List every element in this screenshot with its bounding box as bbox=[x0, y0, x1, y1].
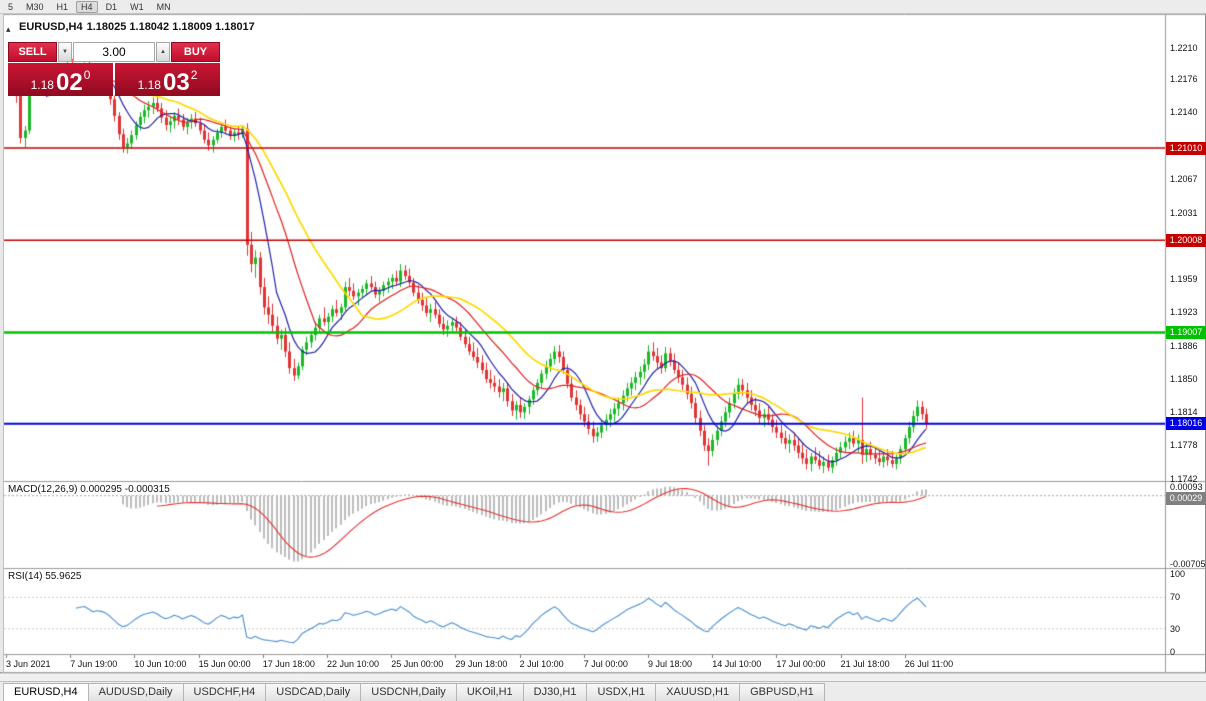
sell-price-prefix: 1.18 bbox=[30, 77, 54, 92]
window-left-frame bbox=[0, 14, 4, 672]
buy-button[interactable]: BUY bbox=[171, 42, 220, 62]
chart-tab-usdcad[interactable]: USDCAD,Daily bbox=[265, 683, 362, 701]
macd-indicator-title: MACD(12,26,9) 0.000295 -0.000315 bbox=[8, 484, 170, 495]
sell-price-display[interactable]: 1.18 02 0 bbox=[8, 63, 113, 96]
timeframe-button-w1[interactable]: W1 bbox=[130, 1, 144, 12]
chart-tab-usdchf[interactable]: USDCHF,H4 bbox=[182, 683, 267, 701]
time-axis-label: 25 Jun 00:00 bbox=[391, 659, 444, 669]
price-level-badge-resistance-2: 1.20008 bbox=[1166, 233, 1206, 247]
spin-down-icon: ▼ bbox=[62, 49, 68, 55]
time-axis-label: 17 Jul 00:00 bbox=[776, 659, 826, 669]
spin-up-icon: ▲ bbox=[160, 49, 166, 55]
rsi-scale-label: 30 bbox=[1170, 623, 1181, 634]
sell-price-big: 02 bbox=[55, 68, 83, 96]
time-axis-label: 22 Jun 10:00 bbox=[327, 659, 380, 669]
chart-tab-audusd[interactable]: AUDUSD,Daily bbox=[87, 683, 184, 701]
price-axis-label: 1.1778 bbox=[1170, 440, 1198, 451]
time-axis-label: 21 Jul 18:00 bbox=[840, 659, 890, 669]
macd-scale-max-label: 0.00093 bbox=[1170, 481, 1203, 492]
chart-tab-usdcnh[interactable]: USDCNH,Daily bbox=[360, 683, 457, 701]
timeframe-button-5[interactable]: 5 bbox=[8, 1, 14, 12]
horizontal-scrollbar[interactable] bbox=[0, 673, 1206, 681]
chart-tab-usdx[interactable]: USDX,H1 bbox=[586, 683, 657, 701]
chart-tab-eurusd[interactable]: EURUSD,H4 bbox=[3, 683, 89, 701]
rsi-scale-label: 70 bbox=[1170, 592, 1181, 603]
price-axis-label: 1.2210 bbox=[1170, 42, 1198, 53]
macd-value-badge: 0.00029 bbox=[1166, 491, 1206, 505]
buy-price-sup: 2 bbox=[190, 68, 198, 82]
time-axis-label: 26 Jul 11:00 bbox=[904, 659, 954, 669]
volume-decrease-button[interactable]: ▼ bbox=[58, 42, 72, 62]
time-axis-label: 15 Jun 00:00 bbox=[198, 659, 251, 669]
chart-tab-gbpusd[interactable]: GBPUSD,H1 bbox=[739, 683, 825, 701]
price-axis-label: 1.2140 bbox=[1170, 107, 1198, 118]
price-axis-label: 1.1923 bbox=[1170, 306, 1198, 317]
rsi-scale-label: 0 bbox=[1170, 647, 1176, 657]
timeframe-button-m30[interactable]: M30 bbox=[26, 1, 44, 12]
timeframe-button-h4[interactable]: H4 bbox=[76, 0, 98, 13]
ohlc-values: 1.18025 1.18042 1.18009 1.18017 bbox=[86, 21, 255, 33]
time-axis-label: 2 Jul 10:00 bbox=[519, 659, 564, 669]
chart-tab-bar: EURUSD,H4 AUDUSD,Daily USDCHF,H4 USDCAD,Dai… bbox=[0, 681, 1206, 701]
sell-button[interactable]: SELL bbox=[8, 42, 57, 62]
time-axis-label: 14 Jul 10:00 bbox=[712, 659, 762, 669]
rsi-indicator-title: RSI(14) 55.9625 bbox=[8, 571, 82, 582]
time-axis-label: 17 Jun 18:00 bbox=[262, 659, 315, 669]
volume-increase-button[interactable]: ▲ bbox=[156, 42, 170, 62]
buy-price-prefix: 1.18 bbox=[137, 77, 161, 92]
price-axis-label: 1.1959 bbox=[1170, 273, 1198, 284]
time-axis-label: 29 Jun 18:00 bbox=[455, 659, 508, 669]
sell-price-sup: 0 bbox=[83, 68, 91, 82]
buy-price-big: 03 bbox=[162, 68, 190, 96]
one-click-trade-panel: SELL ▼ ▲ BUY 1.18 02 0 1.18 03 2 bbox=[8, 42, 220, 96]
timeframe-toolbar: 5 M30 H1 H4 D1 W1 MN bbox=[0, 0, 1206, 14]
time-axis-label: 3 Jun 2021 bbox=[6, 659, 51, 669]
timeframe-button-mn[interactable]: MN bbox=[156, 1, 171, 12]
chart-tab-dj30[interactable]: DJ30,H1 bbox=[522, 683, 588, 701]
price-axis-label: 1.1886 bbox=[1170, 341, 1198, 352]
rsi-scale-label: 100 bbox=[1170, 569, 1186, 579]
price-axis-label: 1.2067 bbox=[1170, 174, 1198, 185]
price-axis-label: 1.1850 bbox=[1170, 374, 1198, 385]
symbol-timeframe-label: EURUSD,H4 bbox=[19, 21, 83, 33]
timeframe-button-h1[interactable]: H1 bbox=[56, 1, 69, 12]
price-level-badge-support-1: 1.19007 bbox=[1166, 325, 1206, 339]
volume-input[interactable] bbox=[73, 42, 155, 62]
price-axis-label: 1.1742 bbox=[1170, 473, 1198, 484]
chart-header: EURUSD,H4 1.18025 1.18042 1.18009 1.18017 bbox=[19, 21, 259, 33]
price-axis-label: 1.2176 bbox=[1170, 73, 1198, 84]
chart-tab-ukoil[interactable]: UKOil,H1 bbox=[455, 683, 524, 701]
one-click-collapse-icon[interactable]: ▴ bbox=[6, 24, 11, 34]
price-axis-label: 1.1814 bbox=[1170, 407, 1198, 418]
macd-scale-min-label: -0.00705 bbox=[1170, 558, 1206, 569]
price-level-badge-resistance-1: 1.21010 bbox=[1166, 141, 1206, 155]
time-axis-label: 7 Jun 19:00 bbox=[70, 659, 118, 669]
time-axis-label: 7 Jul 00:00 bbox=[583, 659, 628, 669]
time-axis-label: 9 Jul 18:00 bbox=[648, 659, 693, 669]
price-axis-label: 1.2031 bbox=[1170, 207, 1198, 218]
chart-tab-xauusd[interactable]: XAUUSD,H1 bbox=[655, 683, 741, 701]
time-axis-label: 10 Jun 10:00 bbox=[134, 659, 187, 669]
bid-price-badge: 1.18016 bbox=[1166, 417, 1206, 431]
timeframe-button-d1[interactable]: D1 bbox=[105, 1, 118, 12]
buy-price-display[interactable]: 1.18 03 2 bbox=[115, 63, 220, 96]
